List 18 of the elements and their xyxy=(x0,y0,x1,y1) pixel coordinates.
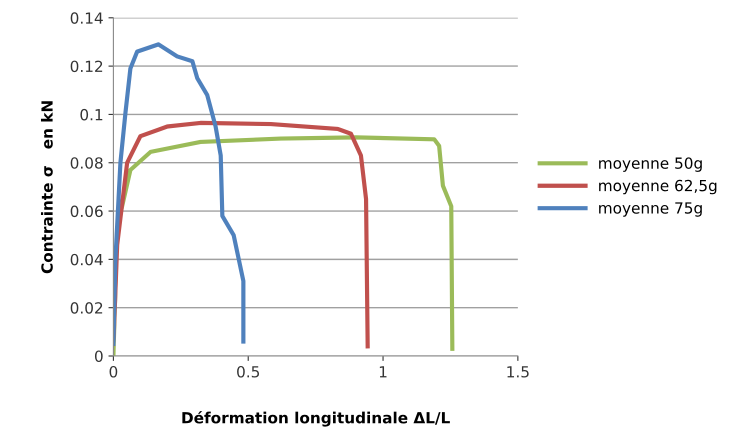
x-tick-label: 0 xyxy=(110,366,118,378)
x-tick-label: 1.5 xyxy=(507,366,529,378)
y-tick-label: 0.1 xyxy=(80,108,102,120)
y-tick-label: 0.08 xyxy=(70,157,103,169)
y-tick-label: 0.06 xyxy=(70,206,103,218)
line-series xyxy=(113,42,246,346)
x-tick-label: 1 xyxy=(380,366,386,378)
legend-label: moyenne 75g xyxy=(599,202,702,217)
legend-label: moyenne 62,5g xyxy=(599,180,716,194)
y-tick-label: 0.02 xyxy=(70,302,102,314)
y-tick-label: 0.12 xyxy=(70,60,102,72)
x-tick-label: 0.5 xyxy=(237,366,260,378)
y-tick-label: 0 xyxy=(94,350,103,362)
y-tick-label: 0.04 xyxy=(70,254,103,266)
y-tick-label: 0.14 xyxy=(70,12,103,24)
legend-label: moyenne 50g xyxy=(599,157,702,172)
y-axis-title: Contrainte σ en kN xyxy=(40,101,53,274)
x-axis-title: Déformation longitudinale ΔL/L xyxy=(182,411,450,427)
